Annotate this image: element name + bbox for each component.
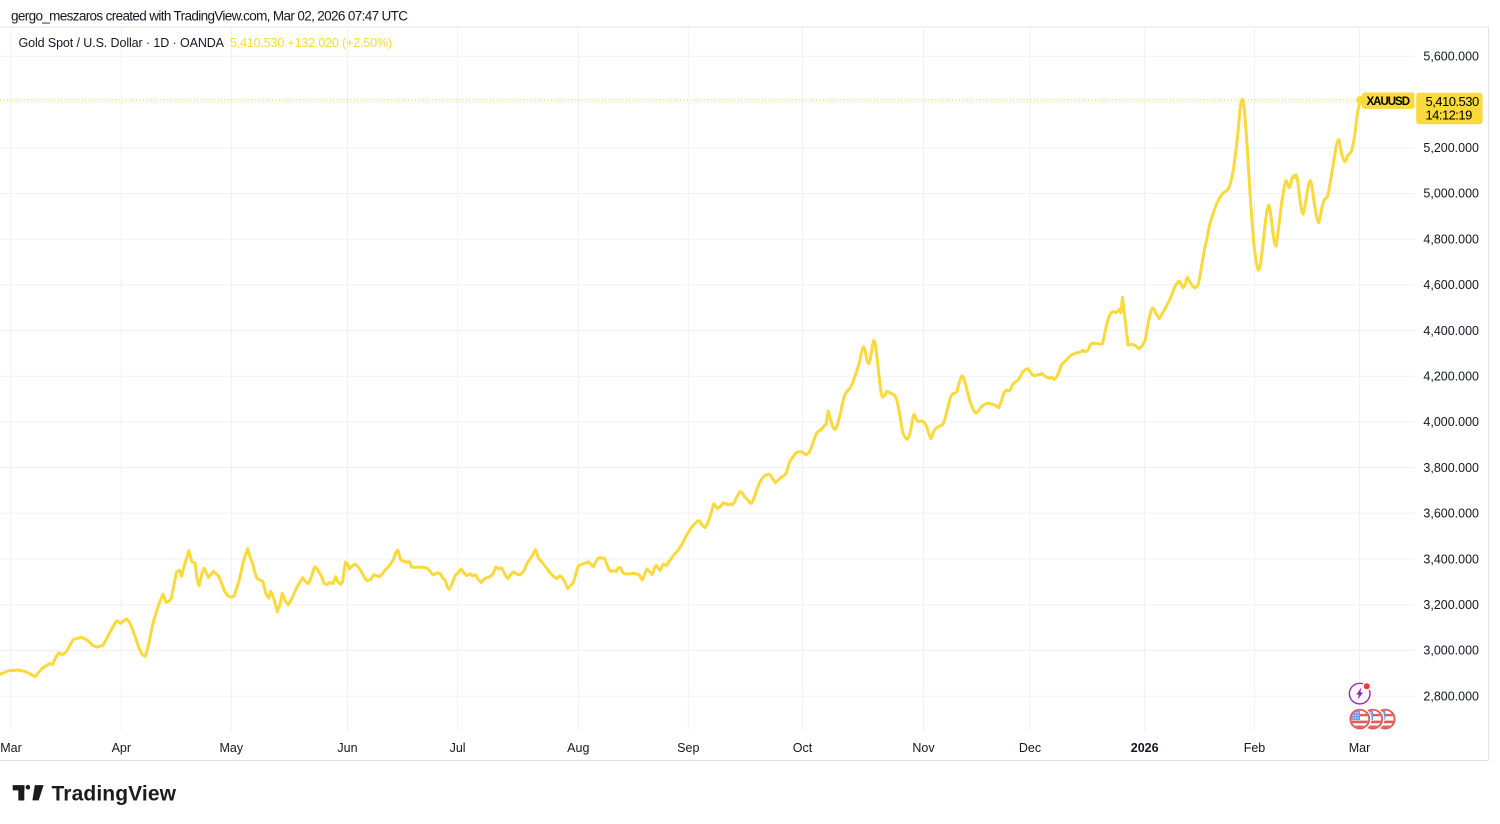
svg-text:Sep: Sep	[677, 741, 699, 755]
svg-text:4,800.000: 4,800.000	[1423, 232, 1479, 246]
svg-text:4,600.000: 4,600.000	[1423, 278, 1479, 292]
svg-text:Oct: Oct	[793, 741, 813, 755]
svg-text:Jun: Jun	[337, 741, 357, 755]
svg-text:3,400.000: 3,400.000	[1423, 552, 1479, 566]
svg-text:5,000.000: 5,000.000	[1423, 187, 1479, 201]
svg-text:2,800.000: 2,800.000	[1423, 689, 1479, 703]
svg-text:3,800.000: 3,800.000	[1423, 461, 1479, 475]
svg-text:Aug: Aug	[567, 741, 589, 755]
svg-text:4,000.000: 4,000.000	[1423, 415, 1479, 429]
svg-text:gergo_meszaros created with Tr: gergo_meszaros created with TradingView.…	[11, 8, 408, 23]
svg-text:Apr: Apr	[112, 741, 131, 755]
svg-text:4,200.000: 4,200.000	[1423, 370, 1479, 384]
svg-text:Mar: Mar	[1349, 741, 1371, 755]
svg-text:4,400.000: 4,400.000	[1423, 324, 1479, 338]
svg-text:Dec: Dec	[1019, 741, 1041, 755]
svg-text:Gold Spot / U.S. Dollar · 1D ·: Gold Spot / U.S. Dollar · 1D · OANDA	[19, 36, 225, 50]
svg-text:14:12:19: 14:12:19	[1426, 108, 1473, 123]
svg-text:3,200.000: 3,200.000	[1423, 598, 1479, 612]
svg-text:Nov: Nov	[912, 741, 935, 755]
svg-text:May: May	[219, 741, 243, 755]
svg-text:5,410.530: 5,410.530	[1426, 94, 1480, 109]
svg-text:XAUUSD: XAUUSD	[1367, 96, 1411, 108]
svg-text:3,000.000: 3,000.000	[1423, 644, 1479, 658]
svg-text:5,200.000: 5,200.000	[1423, 141, 1479, 155]
svg-text:5,600.000: 5,600.000	[1423, 50, 1479, 64]
svg-text:2026: 2026	[1131, 741, 1159, 755]
svg-text:Jul: Jul	[450, 741, 466, 755]
svg-text:5,410.530 +132.020 (+2.50%): 5,410.530 +132.020 (+2.50%)	[230, 36, 392, 50]
svg-text:3,600.000: 3,600.000	[1423, 507, 1479, 521]
svg-text:TradingView: TradingView	[52, 783, 177, 806]
svg-text:Feb: Feb	[1244, 741, 1266, 755]
svg-text:Mar: Mar	[0, 741, 22, 755]
